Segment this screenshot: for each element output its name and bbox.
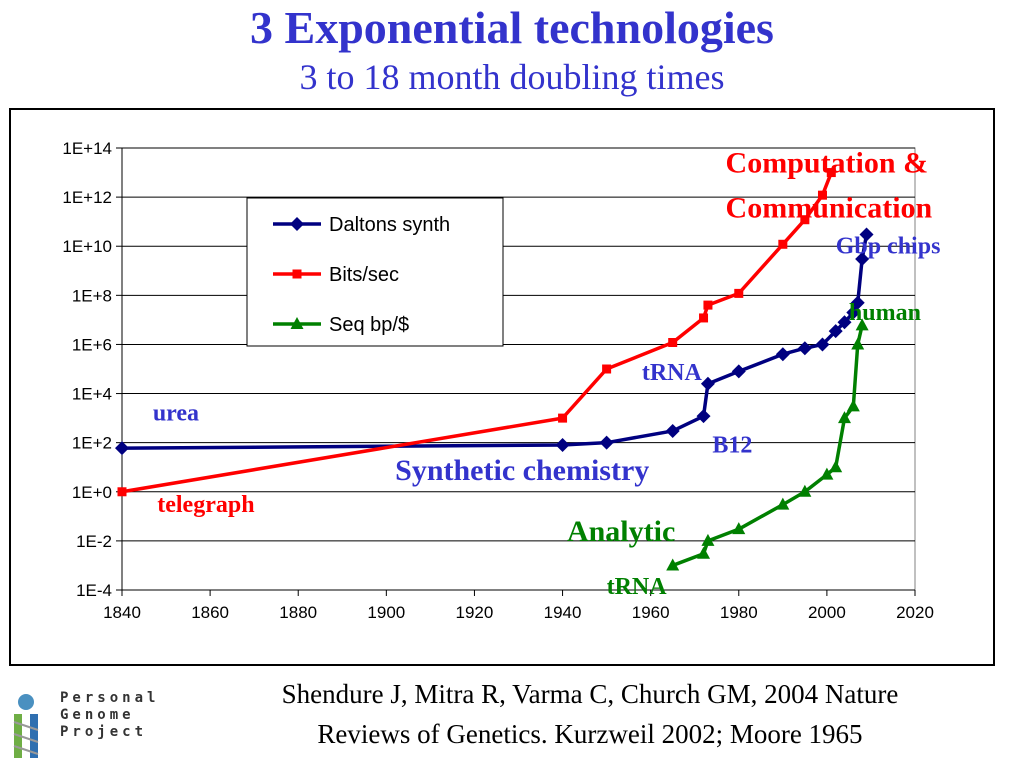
- legend-label-bits-sec: Bits/sec: [329, 264, 399, 286]
- data-point-seq-bp: [701, 533, 715, 546]
- page-title: 3 Exponential technologies: [250, 2, 774, 53]
- annotation-label: Communication: [726, 191, 933, 224]
- dna-figure-icon: [13, 694, 39, 758]
- x-tick-label: 1900: [367, 603, 405, 622]
- y-tick-label: 1E+14: [62, 139, 112, 158]
- legend-label-daltons-synth: Daltons synth: [329, 214, 450, 236]
- series-bits-sec: [117, 168, 836, 497]
- series-line-daltons-synth: [121, 234, 869, 450]
- y-tick-label: 1E+4: [72, 385, 112, 404]
- x-tick-label: 2000: [808, 603, 846, 622]
- citation: Shendure J, Mitra R, Varma C, Church GM,…: [160, 674, 1020, 754]
- data-point-seq-bp: [697, 546, 711, 559]
- legend-marker-daltons-synth: [290, 217, 304, 231]
- logo-line-3: Project: [60, 724, 148, 740]
- logo-line-2: Genome: [60, 707, 135, 723]
- page-subtitle: 3 to 18 month doubling times: [299, 57, 725, 97]
- annotation-label: Computation &: [726, 147, 929, 180]
- y-tick-label: 1E+2: [72, 434, 112, 453]
- x-tick-label: 1980: [720, 603, 758, 622]
- data-point-daltons-synth: [859, 227, 874, 242]
- data-point-seq-bp: [776, 497, 790, 510]
- data-point-daltons-synth: [665, 423, 680, 438]
- data-point-daltons-synth: [775, 347, 790, 362]
- x-tick-label: 1960: [632, 603, 670, 622]
- data-point-bits-sec: [602, 364, 612, 374]
- legend-label-seq-bp: Seq bp/$: [329, 314, 409, 336]
- logo-text: Personal Genome Project: [60, 690, 159, 741]
- data-point-bits-sec: [558, 413, 568, 423]
- y-tick-label: 1E+10: [62, 237, 112, 256]
- data-point-daltons-synth: [828, 324, 843, 339]
- data-point-bits-sec: [826, 168, 836, 178]
- data-point-seq-bp: [851, 337, 865, 350]
- data-point-seq-bp: [829, 460, 843, 473]
- x-tick-label: 1880: [279, 603, 317, 622]
- personal-genome-project-logo: Personal Genome Project: [6, 690, 156, 760]
- data-point-bits-sec: [800, 215, 810, 225]
- data-point-bits-sec: [117, 487, 127, 497]
- legend-marker-seq-bp: [290, 317, 304, 329]
- y-tick-label: 1E+6: [72, 335, 112, 354]
- series-daltons-synth: [115, 227, 874, 456]
- y-tick-label: 1E+8: [72, 286, 112, 305]
- annotation-label: tRNA: [607, 574, 668, 600]
- annotation-label: Gbp chips: [836, 234, 941, 260]
- annotation-label: telegraph: [157, 492, 254, 518]
- legend: Daltons synth Bits/sec Seq bp/$: [246, 197, 504, 347]
- data-point-daltons-synth: [700, 376, 715, 391]
- y-tick-label: 1E+0: [72, 483, 112, 502]
- exponential-technologies-chart: 1E-4 1E-2 1E+0 1E+2 1E+4 1E+6 1E+8 1E+10 1E+12 1E…: [62, 139, 941, 622]
- data-point-daltons-synth: [855, 252, 870, 267]
- logo-line-1: Personal: [60, 690, 160, 706]
- x-tick-label: 1940: [544, 603, 582, 622]
- data-point-bits-sec: [817, 190, 827, 200]
- x-tick-label: 1920: [456, 603, 494, 622]
- data-point-bits-sec: [699, 313, 709, 323]
- data-point-seq-bp: [666, 558, 680, 571]
- annotation-label: human: [849, 300, 921, 326]
- data-point-bits-sec: [668, 338, 678, 348]
- data-point-daltons-synth: [815, 337, 830, 352]
- x-tick-label: 1860: [191, 603, 229, 622]
- x-tick-label: 2020: [896, 603, 934, 622]
- citation-line-1: Shendure J, Mitra R, Varma C, Church GM,…: [281, 679, 899, 709]
- legend-marker-bits-sec: [292, 269, 302, 279]
- data-point-seq-bp: [838, 411, 852, 424]
- data-point-daltons-synth: [846, 305, 861, 320]
- x-tick-label: 1840: [103, 603, 141, 622]
- data-point-seq-bp: [846, 399, 860, 412]
- data-point-bits-sec: [703, 300, 713, 310]
- data-point-daltons-synth: [599, 435, 614, 450]
- y-tick-label: 1E-2: [76, 532, 112, 551]
- data-point-daltons-synth: [797, 341, 812, 356]
- data-point-daltons-synth: [850, 295, 865, 310]
- y-tick-label: 1E-4: [76, 581, 112, 600]
- chart-frame: 1E-4 1E-2 1E+0 1E+2 1E+4 1E+6 1E+8 1E+10 1E+12 1E…: [9, 108, 995, 666]
- citation-line-2: Reviews of Genetics. Kurzweil 2002; Moor…: [317, 719, 863, 749]
- data-point-daltons-synth: [555, 438, 570, 453]
- data-point-bits-sec: [778, 239, 788, 249]
- data-point-daltons-synth: [731, 364, 746, 379]
- annotation-label: tRNA: [642, 360, 703, 386]
- data-point-seq-bp: [798, 484, 812, 497]
- data-point-daltons-synth: [696, 409, 711, 424]
- annotation-label: urea: [153, 400, 199, 426]
- data-point-daltons-synth: [115, 441, 129, 456]
- data-point-daltons-synth: [837, 315, 852, 330]
- data-point-seq-bp: [732, 522, 746, 535]
- data-point-bits-sec: [734, 288, 744, 298]
- series-seq-bp: [666, 318, 869, 571]
- annotation-label: Synthetic chemistry: [395, 454, 649, 487]
- annotation-label: Analytic: [567, 515, 675, 548]
- data-point-seq-bp: [820, 467, 834, 480]
- y-tick-label: 1E+12: [62, 188, 112, 207]
- annotation-label: B12: [712, 432, 752, 458]
- data-point-seq-bp: [855, 318, 869, 331]
